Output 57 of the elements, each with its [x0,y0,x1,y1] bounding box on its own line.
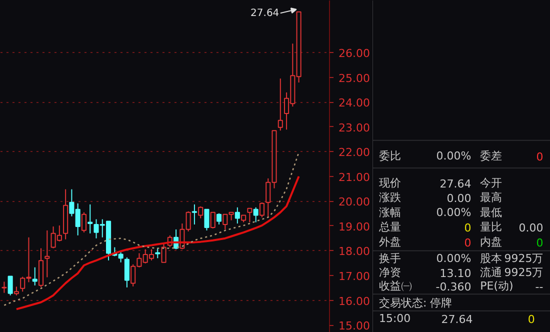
y-tick-label: 19.00 [338,220,370,234]
candlestick [192,204,197,225]
y-tick-label: 24.00 [338,96,370,110]
text: 0 [464,222,472,235]
text: 换手 [378,252,401,266]
text: 总量 [378,220,401,234]
y-tick-label: 26.00 [338,47,370,60]
text: 0.00 [518,222,544,235]
text: 27.64 [441,313,473,326]
text: 净资 [378,266,401,279]
text: 股本 [480,252,502,266]
y-tick-label: 22.00 [338,146,370,160]
text: -- [535,280,544,294]
line-series [4,152,300,306]
candlestick [44,230,50,278]
text: 0 [536,150,544,164]
text: 涨跌 [378,191,401,204]
text: 0 [536,236,544,250]
text: 内盘 [480,235,502,248]
text: PE(动) [480,280,514,293]
text: 委比 [378,150,401,163]
y-tick-label: 21.00 [338,170,370,184]
text: 委差 [480,150,502,163]
text: 13.10 [440,266,472,280]
text: 0.00 [446,192,472,206]
text: 外盘 [378,235,401,248]
text: 最低 [480,206,502,219]
text: 0.00% [436,252,472,266]
text: 量比 [480,220,502,234]
text: 最高 [480,191,502,204]
text: 15:00 [378,312,411,326]
text: 涨幅 [378,206,401,219]
text: 流通 [480,266,502,279]
text: 今开 [480,176,502,190]
y-tick-label: 17.00 [338,270,370,284]
text: -0.360 [436,280,472,294]
text: 0.00% [436,150,472,163]
y-tick-label: 23.00 [338,121,370,134]
y-tick-label: 16.00 [338,294,370,308]
text: 0 [464,236,472,250]
candlestick [32,266,38,286]
candlestick [88,204,93,234]
y-tick-label: 25.00 [338,72,370,85]
annotation: 27.64 [250,8,280,19]
text: 9925万 [504,252,544,266]
text: 交易状态: 停牌 [378,296,452,310]
text: 0.00% [436,206,472,219]
text: 9925万 [504,266,544,279]
candlestick [63,188,68,240]
line-series [15,175,300,310]
y-tick-label: 18.00 [338,245,370,258]
y-tick-label: 20.00 [338,196,370,209]
text: 收益㈠ [378,280,412,293]
text: 现价 [378,176,401,190]
text: 27.64 [440,177,472,190]
text: 0 [528,313,535,326]
y-tick-label: 15.00 [338,320,370,332]
